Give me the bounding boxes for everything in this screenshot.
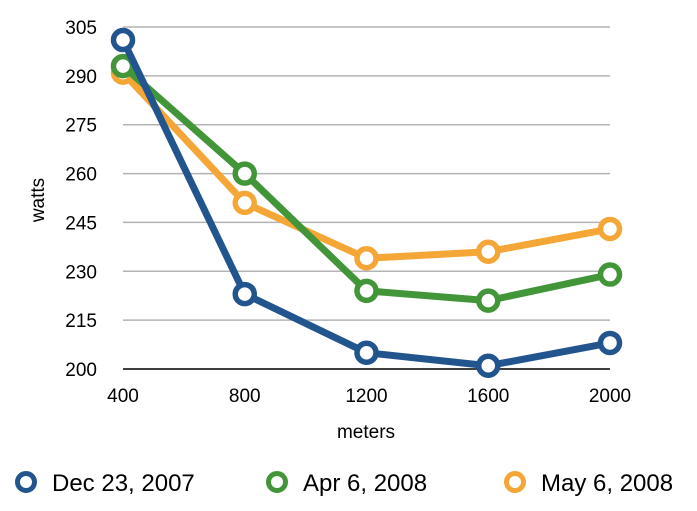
y-tick-label: 245 [65,213,97,234]
data-point [232,281,257,307]
series-1 [110,27,623,378]
legend-marker [266,471,288,493]
data-point [597,216,623,242]
data-point [232,190,257,216]
data-point [476,288,501,313]
x-axis-title: meters [337,422,395,443]
series-3 [110,60,623,271]
x-tick-label: 400 [107,386,139,407]
x-tick-label: 1600 [467,386,509,407]
data-point [597,262,623,287]
data-point [476,353,501,378]
data-point [232,161,257,186]
y-tick-label: 260 [65,165,97,186]
legend: Dec 23, 2007 Apr 6, 2008 May 6, 2008 [15,470,673,497]
data-point [354,340,379,365]
x-tick-label: 800 [229,386,261,407]
y-tick-label: 215 [65,311,97,332]
legend-marker [504,471,526,493]
data-point [476,239,501,264]
series-lines [110,27,623,378]
tick-labels: 200 215 230 245 260 275 290 305 400 800 1200 1600 20… [65,18,631,407]
y-axis-title: watts [28,178,49,223]
y-tick-label: 200 [65,360,97,381]
y-tick-label: 290 [65,67,97,88]
gridlines [123,26,610,370]
data-point [354,246,379,271]
y-tick-label: 230 [65,262,97,283]
legend-item: Apr 6, 2008 [266,470,427,497]
legend-marker [15,471,37,493]
legend-label: Dec 23, 2007 [52,470,195,497]
series-2 [110,53,623,313]
x-tick-label: 2000 [589,386,631,407]
legend-item: Dec 23, 2007 [15,470,195,497]
legend-label: Apr 6, 2008 [303,470,427,497]
y-tick-label: 305 [65,18,97,39]
series-line [119,36,614,370]
legend-item: May 6, 2008 [504,470,673,497]
data-point [354,278,379,304]
data-point [597,330,623,356]
y-tick-label: 275 [65,116,97,137]
series-line [119,69,614,262]
legend-label: May 6, 2008 [541,470,673,497]
data-point [110,27,136,53]
x-tick-label: 1200 [345,386,387,407]
